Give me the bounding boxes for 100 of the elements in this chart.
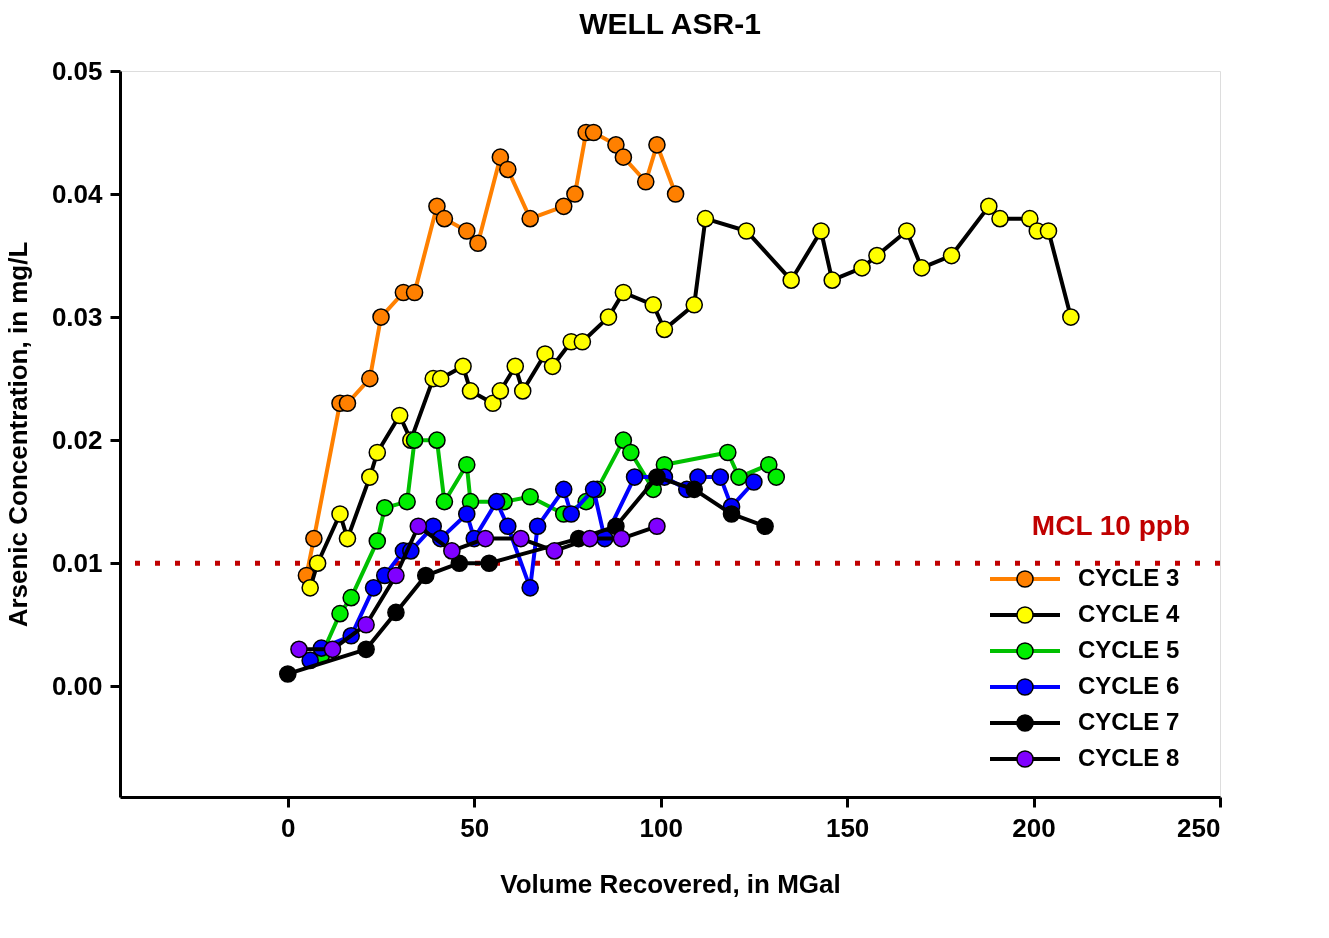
point	[991, 209, 1009, 228]
point	[387, 603, 405, 622]
point	[484, 394, 502, 413]
point	[361, 468, 379, 486]
point	[655, 320, 674, 339]
point	[308, 554, 327, 572]
point	[584, 123, 603, 142]
point	[331, 604, 349, 623]
point	[767, 468, 786, 486]
point	[622, 443, 640, 462]
y-axis-title: Arsenic Concentration, in mg/L	[2, 241, 33, 628]
point	[331, 505, 349, 523]
point	[390, 406, 409, 425]
point	[528, 517, 547, 536]
point	[612, 529, 631, 548]
point	[342, 588, 360, 607]
point	[521, 487, 539, 506]
point	[305, 529, 323, 548]
point	[614, 148, 633, 166]
y-tick-label: 0.03	[51, 301, 103, 332]
point	[980, 197, 998, 216]
point	[323, 640, 342, 659]
point	[1062, 308, 1080, 326]
point	[942, 246, 961, 265]
point	[357, 615, 375, 634]
point	[760, 455, 778, 474]
ref-line-label: MCL 10 ppb	[1031, 510, 1190, 542]
point	[737, 222, 756, 240]
point	[338, 394, 357, 413]
point	[648, 468, 666, 486]
point	[469, 234, 487, 253]
point	[506, 357, 525, 376]
point	[301, 579, 319, 597]
point	[868, 246, 886, 265]
legend-label: CYCLE 5	[1078, 636, 1180, 663]
point	[512, 529, 530, 548]
point	[636, 172, 655, 191]
point	[545, 542, 564, 560]
point	[480, 554, 498, 572]
x-tick-label: 150	[825, 812, 870, 843]
x-tick-label: 250	[1177, 812, 1221, 843]
point	[730, 468, 748, 486]
point	[461, 382, 480, 400]
point	[581, 529, 599, 548]
point	[625, 468, 644, 486]
chart-title: WELL ASR-1	[579, 7, 761, 40]
point	[450, 554, 469, 572]
point	[756, 517, 774, 536]
point	[405, 283, 424, 302]
point	[364, 579, 383, 597]
point	[457, 505, 476, 523]
point	[722, 505, 741, 523]
point	[372, 308, 390, 326]
point	[536, 345, 554, 363]
point	[435, 492, 454, 511]
point	[782, 271, 800, 289]
point	[435, 209, 454, 228]
y-tick-label: 0.01	[51, 547, 103, 578]
legend-label: CYCLE 6	[1078, 672, 1180, 699]
point	[897, 222, 916, 240]
point	[644, 296, 663, 314]
point	[375, 499, 394, 517]
point	[498, 160, 517, 179]
point	[498, 517, 517, 536]
legend-label: CYCLE 7	[1078, 708, 1180, 735]
point	[607, 136, 625, 154]
point	[1021, 209, 1039, 228]
point	[573, 332, 592, 351]
point	[648, 517, 666, 536]
point	[387, 566, 405, 585]
x-tick-label: 0	[281, 812, 296, 843]
point	[584, 480, 603, 499]
point	[405, 431, 424, 449]
point	[457, 222, 476, 240]
point	[666, 185, 685, 203]
x-tick-label: 100	[639, 812, 683, 843]
y-tick-label: 0.00	[51, 670, 103, 701]
x-tick-label: 50	[460, 812, 490, 843]
point	[554, 197, 573, 216]
point	[696, 209, 715, 228]
point	[562, 505, 580, 523]
y-tick-label: 0.04	[51, 178, 104, 209]
legend-label: CYCLE 4	[1078, 600, 1181, 627]
point	[290, 640, 308, 659]
point	[398, 492, 416, 511]
point	[491, 148, 510, 166]
point	[554, 480, 573, 499]
point	[368, 532, 387, 550]
point	[614, 283, 633, 302]
point	[428, 197, 446, 216]
point	[278, 665, 297, 683]
point	[454, 357, 472, 376]
point	[491, 382, 510, 400]
point	[521, 579, 539, 597]
legend-label: CYCLE 3	[1078, 564, 1180, 591]
point	[614, 431, 633, 449]
point	[745, 473, 763, 491]
point	[443, 542, 461, 560]
point	[718, 443, 737, 462]
point	[912, 259, 931, 277]
